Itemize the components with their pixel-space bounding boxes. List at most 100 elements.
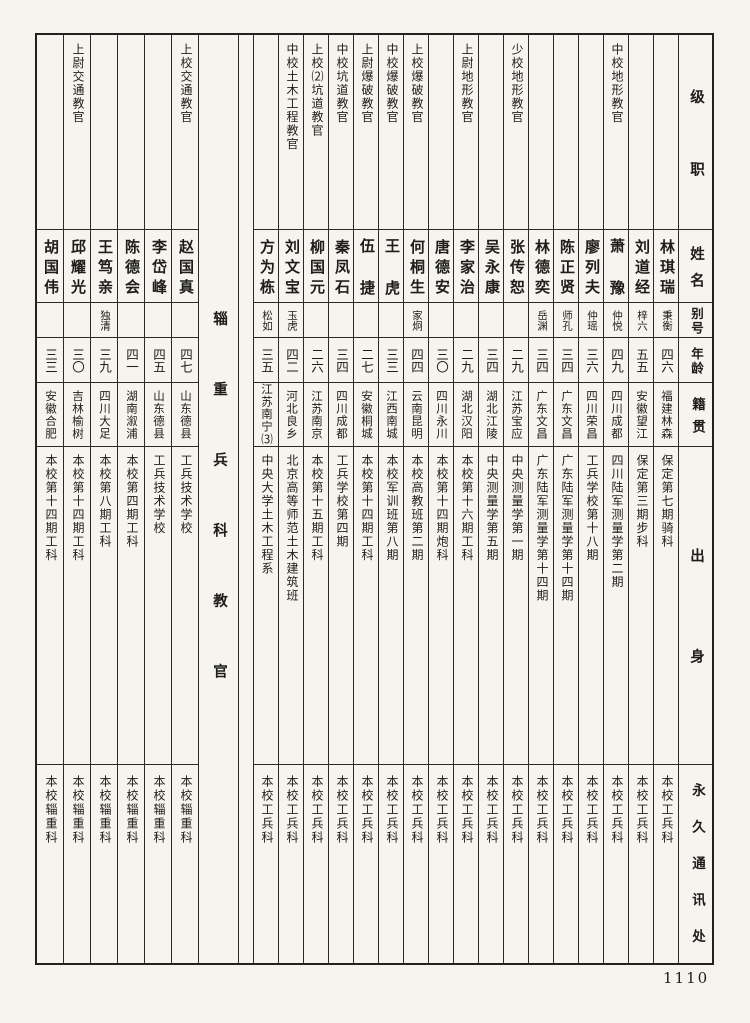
person-name: 邱耀光 (69, 238, 87, 299)
person-native: 江苏南宁⑶ (260, 383, 274, 446)
person-column: 廖列夫 仲瑶 三六 四川荣昌 工兵学校第十八期 本校工兵科 (578, 35, 603, 963)
alias-cell (454, 303, 478, 338)
age-cell: 五五 (629, 338, 653, 383)
person-contact: 本校辎重科 (98, 775, 112, 845)
origin-cell: 本校高教班第二期 (404, 447, 428, 765)
person-native: 湖南溆浦 (125, 389, 139, 440)
header-age-cell: 年龄 (679, 338, 712, 383)
name-cell: 李家治 (454, 230, 478, 303)
page-number: 1110 (663, 969, 710, 987)
person-rank: 上尉地形教官 (460, 43, 474, 124)
contact-cell: 本校工兵科 (404, 765, 428, 961)
person-name: 张传恕 (508, 238, 526, 299)
header-name-label: 姓名 (688, 245, 705, 299)
person-age: 四七 (178, 347, 193, 373)
name-cell: 秦凤石 (329, 230, 353, 303)
native-cell: 湖北汉阳 (454, 383, 478, 447)
age-cell: 四七 (172, 338, 198, 383)
name-cell: 伍捷 (354, 230, 378, 303)
person-contact: 本校工兵科 (510, 775, 524, 845)
person-column: 中校地形教官 萧豫 仲悦 四九 四川成都 四川陆军测量学第二期 本校工兵科 (603, 35, 628, 963)
rank-cell (36, 35, 63, 230)
contact-cell: 本校工兵科 (329, 765, 353, 961)
person-origin: 中央大学土木工程系 (260, 454, 274, 576)
person-column: 陈正贤 师孔 三四 广东文昌 广东陆军测量学第十四期 本校工兵科 (553, 35, 578, 963)
header-age-label: 年龄 (689, 346, 704, 376)
person-origin: 本校高教班第二期 (410, 454, 424, 562)
alias-cell: 梓六 (629, 303, 653, 338)
person-age: 四五 (151, 347, 166, 373)
name-cell: 方为栋 (254, 230, 278, 303)
person-column: 少校地形教官 张传恕 二九 江苏宝应 中央测量学第一期 本校工兵科 (503, 35, 528, 963)
contact-cell: 本校工兵科 (504, 765, 528, 961)
person-age: 三四 (559, 347, 574, 373)
name-cell: 陈德会 (118, 230, 144, 303)
person-column: 上校爆破教官 何桐生 家炯 四四 云南昆明 本校高教班第二期 本校工兵科 (403, 35, 428, 963)
person-age: 三三 (43, 347, 58, 373)
person-origin: 本校第十四期工科 (71, 454, 85, 562)
person-column: 唐德安 三〇 四川永川 本校第十四期炮科 本校工兵科 (428, 35, 453, 963)
person-native: 山东德县 (179, 389, 193, 440)
rank-cell: 上校爆破教官 (404, 35, 428, 230)
name-cell: 邱耀光 (64, 230, 90, 303)
person-name: 刘文宝 (283, 238, 301, 299)
native-cell: 河北良乡 (279, 383, 303, 447)
person-name: 刘道经 (633, 238, 651, 299)
contact-cell: 本校工兵科 (654, 765, 678, 961)
rank-cell: 少校地形教官 (504, 35, 528, 230)
age-cell: 四二 (279, 338, 303, 383)
person-alias: 岳渊 (536, 309, 548, 331)
person-name: 林琪瑞 (658, 238, 676, 299)
section-divider-column: 辎重兵科教官 (198, 35, 238, 963)
person-column: 陈德会 四一 湖南溆浦 本校第四期工科 本校辎重科 (117, 35, 144, 963)
person-contact: 本校辎重科 (152, 775, 166, 845)
contact-cell: 本校工兵科 (629, 765, 653, 961)
person-name: 陈正贤 (558, 238, 576, 299)
alias-cell: 仲悦 (604, 303, 628, 338)
person-native: 江西南城 (385, 389, 399, 440)
person-origin: 本校第十四期工科 (44, 454, 58, 562)
name-cell: 何桐生 (404, 230, 428, 303)
rank-cell: 上校交通教官 (172, 35, 198, 230)
name-cell: 萧豫 (604, 230, 628, 303)
contact-cell: 本校工兵科 (254, 765, 278, 961)
age-cell: 四五 (145, 338, 171, 383)
origin-cell: 本校第十四期工科 (36, 447, 63, 765)
person-rank: 中校坑道教官 (335, 43, 349, 124)
origin-cell: 中央测量学第一期 (504, 447, 528, 765)
origin-cell: 保定第三期步科 (629, 447, 653, 765)
person-column: 胡国伟 三三 安徽合肥 本校第十四期工科 本校辎重科 (36, 35, 63, 963)
alias-cell: 秉衡 (654, 303, 678, 338)
person-name: 陈德会 (123, 238, 141, 299)
age-cell: 三九 (91, 338, 117, 383)
person-column: 吴永康 三四 湖北江陵 中央测量学第五期 本校工兵科 (478, 35, 503, 963)
native-cell: 云南昆明 (404, 383, 428, 447)
alias-cell: 岳渊 (529, 303, 553, 338)
person-origin: 工兵学校第四期 (335, 454, 349, 549)
age-cell: 四六 (654, 338, 678, 383)
contact-cell: 本校工兵科 (304, 765, 328, 961)
origin-cell: 广东陆军测量学第十四期 (554, 447, 578, 765)
person-origin: 工兵技术学校 (152, 454, 166, 535)
person-column: 刘道经 梓六 五五 安徽望江 保定第三期步科 本校工兵科 (628, 35, 653, 963)
person-rank: 中校土木工程教官 (285, 43, 299, 151)
person-column: 上校⑵坑道教官 柳国元 二六 江苏南京 本校第十五期工科 本校工兵科 (303, 35, 328, 963)
roster-table: 级职 姓名 别号 年龄 籍贯 出身 永久通讯处 林琪瑞 秉衡 四六 福建林森 保… (35, 33, 714, 965)
native-cell: 四川成都 (329, 383, 353, 447)
origin-cell: 本校第十四期工科 (64, 447, 90, 765)
person-age: 四六 (659, 347, 674, 373)
contact-cell: 本校辎重科 (64, 765, 90, 961)
alias-cell (329, 303, 353, 338)
age-cell: 二九 (454, 338, 478, 383)
native-cell: 安徽望江 (629, 383, 653, 447)
person-origin: 本校军训班第八期 (385, 454, 399, 562)
alias-cell (118, 303, 144, 338)
person-name: 胡国伟 (42, 238, 60, 299)
age-cell: 三四 (329, 338, 353, 383)
person-contact: 本校工兵科 (460, 775, 474, 845)
header-name-cell: 姓名 (679, 230, 712, 303)
alias-cell: 松如 (254, 303, 278, 338)
person-rank: 少校地形教官 (510, 43, 524, 124)
section-divider-label: 辎重兵科教官 (211, 311, 228, 734)
contact-cell: 本校工兵科 (429, 765, 453, 961)
